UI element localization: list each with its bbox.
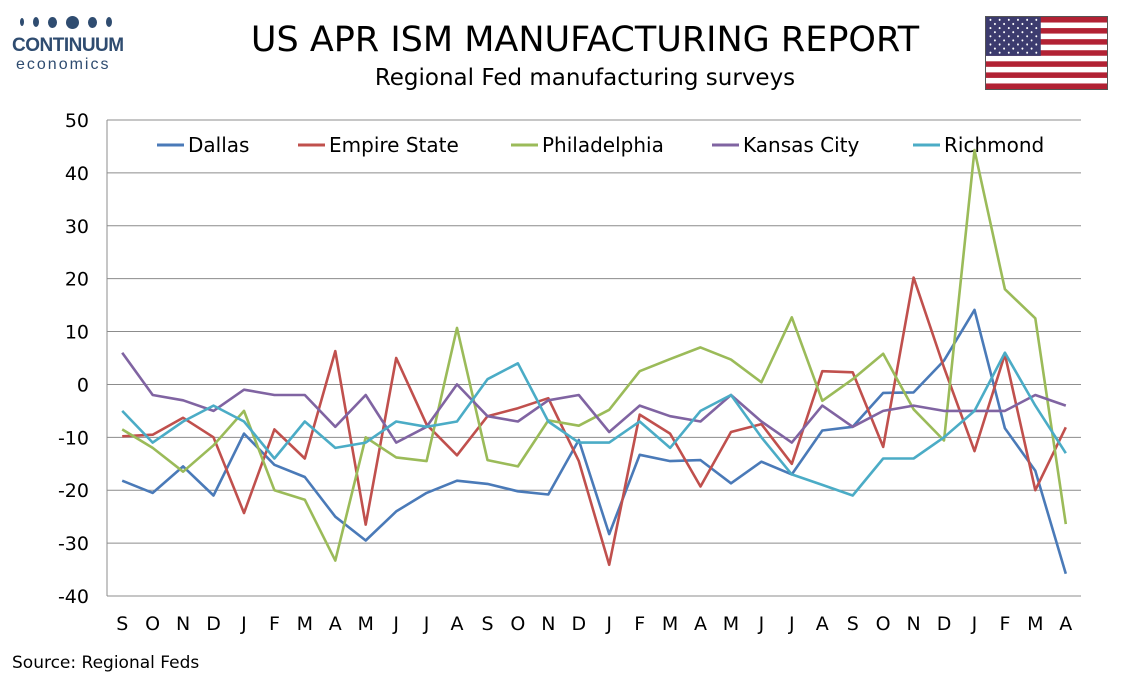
page-title: US APR ISM MANUFACTURING REPORT [250,20,920,60]
x-tick-label: O [510,613,525,635]
x-tick-label: J [788,613,795,635]
x-tick-label: J [605,613,612,635]
legend-item: Empire State [298,133,459,157]
us-flag-icon [985,16,1108,90]
logo-subtitle: economics [16,56,111,73]
x-tick-label: A [694,613,707,635]
series-line-philadelphia [121,148,1068,562]
legend-item: Richmond [913,133,1044,157]
legend-label: Dallas [188,133,249,157]
x-tick-label: J [423,613,430,635]
x-tick-label: J [971,613,978,635]
logo-dots-icon [20,10,137,34]
series-line-dallas [121,308,1068,575]
legend-item: Kansas City [712,133,860,157]
source-note: Source: Regional Feds [12,653,200,673]
x-tick-label: J [240,613,247,635]
series-line-kansas-city [121,351,1067,444]
y-tick-label: 50 [65,110,89,132]
x-tick-label: N [176,613,190,635]
x-tick-label: A [329,613,342,635]
x-tick-label: F [269,613,280,635]
y-tick-label: -40 [58,586,89,608]
x-tick-label: M [662,613,678,635]
y-tick-label: -10 [58,427,89,449]
y-tick-label: -30 [58,533,89,555]
logo-brand: CONTINUUM [12,35,124,56]
x-tick-label: D [937,613,952,635]
legend-label: Philadelphia [542,133,664,157]
page-subtitle: Regional Fed manufacturing surveys [374,65,796,91]
y-tick-label: 30 [65,216,89,238]
legend-label: Kansas City [743,133,860,157]
x-tick-label: M [358,613,374,635]
y-tick-label: 0 [77,374,89,396]
x-tick-label: J [758,613,765,635]
x-tick-label: D [206,613,221,635]
y-tick-label: 20 [65,269,89,291]
y-tick-label: 10 [65,322,89,344]
series-line-empire-state [122,276,1067,567]
legend-item: Philadelphia [511,133,664,157]
y-tick-label: -20 [58,480,89,502]
x-tick-label: M [297,613,313,635]
series-line-richmond [121,351,1067,497]
x-tick-label: A [1059,613,1072,635]
x-tick-label: M [1027,613,1043,635]
x-tick-label: A [451,613,464,635]
x-tick-label: S [481,613,493,635]
legend-item: Dallas [157,133,249,157]
x-tick-label: J [392,613,399,635]
x-tick-label: A [816,613,829,635]
y-tick-label: 40 [65,163,89,185]
x-tick-label: D [571,613,586,635]
x-tick-label: F [634,613,645,635]
x-tick-label: O [145,613,160,635]
x-tick-label: S [847,613,859,635]
legend-label: Empire State [329,133,459,157]
x-tick-label: S [116,613,128,635]
x-tick-label: F [999,613,1010,635]
x-tick-label: N [906,613,920,635]
x-tick-label: N [541,613,555,635]
x-tick-label: M [723,613,739,635]
legend-label: Richmond [944,133,1044,157]
x-tick-label: O [876,613,891,635]
continuum-logo: CONTINUUM economics [12,10,137,74]
